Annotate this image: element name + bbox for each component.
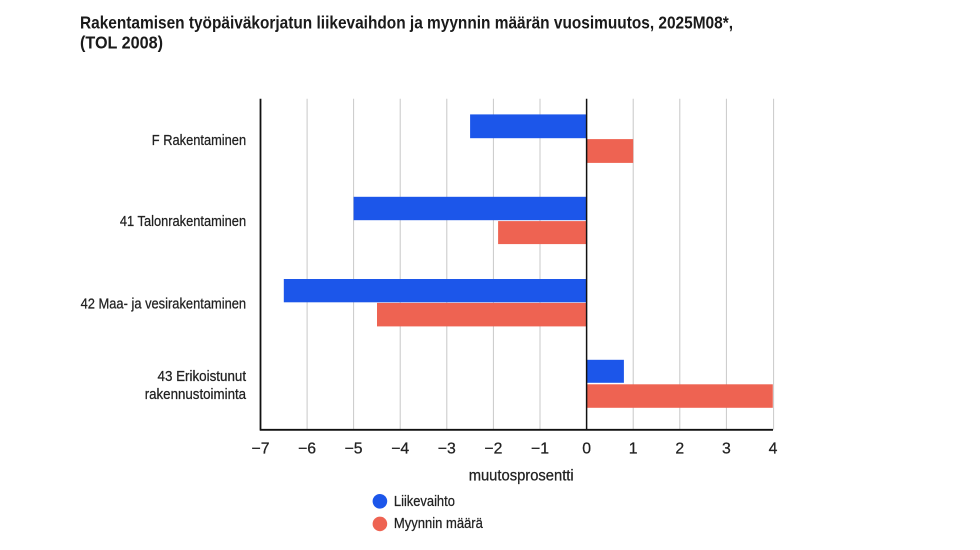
svg-text:Myynnin määrä: Myynnin määrä <box>394 515 484 532</box>
svg-text:43 Erikoistunut: 43 Erikoistunut <box>158 368 247 385</box>
svg-text:Liikevaihto: Liikevaihto <box>394 493 455 510</box>
svg-text:−3: −3 <box>438 440 456 457</box>
svg-text:−1: −1 <box>531 440 549 457</box>
svg-text:4: 4 <box>769 440 778 457</box>
svg-text:muutosprosentti: muutosprosentti <box>469 467 574 484</box>
svg-text:3: 3 <box>722 440 731 457</box>
svg-text:−7: −7 <box>251 440 269 457</box>
svg-text:42 Maa- ja vesirakentaminen: 42 Maa- ja vesirakentaminen <box>81 296 247 313</box>
svg-text:−6: −6 <box>298 440 316 457</box>
svg-text:(TOL 2008): (TOL 2008) <box>80 32 163 52</box>
svg-text:F Rakentaminen: F Rakentaminen <box>152 132 246 149</box>
svg-text:rakennustoiminta: rakennustoiminta <box>145 386 247 403</box>
svg-text:1: 1 <box>629 440 638 457</box>
svg-text:2: 2 <box>675 440 684 457</box>
svg-text:0: 0 <box>582 440 591 457</box>
svg-text:Rakentamisen työpäiväkorjatun: Rakentamisen työpäiväkorjatun liikevaihd… <box>80 12 733 32</box>
svg-text:−5: −5 <box>345 440 363 457</box>
svg-text:−2: −2 <box>484 440 502 457</box>
svg-text:41 Talonrakentaminen: 41 Talonrakentaminen <box>120 213 246 230</box>
svg-text:−4: −4 <box>391 440 409 457</box>
